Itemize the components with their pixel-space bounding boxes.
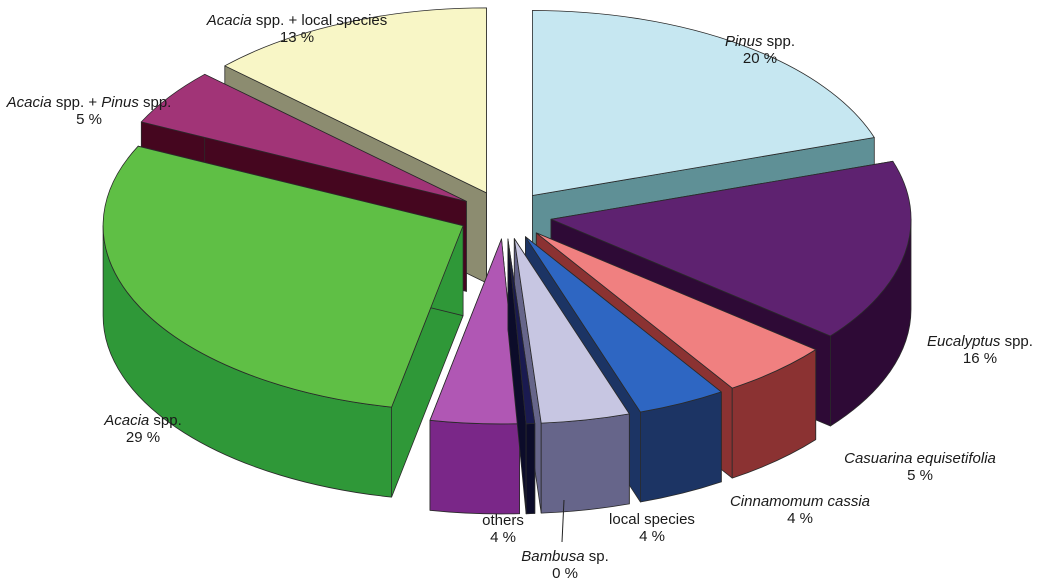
slice-labels: Pinus spp.20 %Eucalyptus spp.16 %Casuari… xyxy=(6,12,1033,582)
slice-label-others: others xyxy=(482,512,524,529)
slice-label-part: Acacia xyxy=(103,412,149,429)
slice-label-part: Casuarina equisetifolia xyxy=(844,450,996,467)
slice-value-pinus: 20 % xyxy=(743,50,777,67)
slice-label-part: others xyxy=(482,512,524,529)
slice-label-part: Acacia xyxy=(206,12,252,29)
slice-top-bambusa xyxy=(507,238,536,425)
slice-label-eucalyptus: Eucalyptus spp. xyxy=(927,333,1033,350)
slice-label-acacia: Acacia spp. xyxy=(103,412,182,429)
slice-acacia xyxy=(102,145,464,498)
slice-label-part: Pinus xyxy=(101,94,139,111)
slice-label-part: spp. xyxy=(139,94,172,111)
slice-label-part: Pinus xyxy=(725,33,763,50)
slice-value-local: 4 % xyxy=(639,528,665,545)
slice-label-part: Acacia xyxy=(6,94,52,111)
slice-label-part: spp. + local species xyxy=(252,12,388,29)
slice-label-part: spp. xyxy=(149,412,182,429)
slice-label-part: spp. xyxy=(763,33,796,50)
slice-label-part: local species xyxy=(609,511,695,528)
slice-label-part: Eucalyptus xyxy=(927,333,1001,350)
slice-value-others: 4 % xyxy=(490,529,516,546)
slice-top-acacia xyxy=(102,145,464,408)
slice-label-part: spp. + xyxy=(52,94,102,111)
slice-top-cinnamomum xyxy=(525,236,722,413)
slice-top-casuarina xyxy=(535,232,817,389)
leader-line-bambusa xyxy=(561,499,565,543)
slice-top-local xyxy=(513,238,630,424)
slice-value-acacia-pinus: 5 % xyxy=(76,111,102,128)
slice-value-acacia-local: 13 % xyxy=(280,29,314,46)
slice-rim-bambusa xyxy=(525,423,536,515)
slice-label-pinus: Pinus spp. xyxy=(725,33,795,50)
slice-label-bambusa: Bambusa sp. xyxy=(521,548,609,565)
slice-top-acacia-local xyxy=(224,7,487,194)
slice-value-casuarina: 5 % xyxy=(907,467,933,484)
slice-rim-others xyxy=(429,419,520,515)
slice-label-part: spp. xyxy=(1000,333,1033,350)
slice-label-cinnamomum: Cinnamomum cassia xyxy=(730,493,870,510)
slice-value-eucalyptus: 16 % xyxy=(963,350,997,367)
slice-value-acacia: 29 % xyxy=(126,429,160,446)
slice-rim-local xyxy=(540,413,630,514)
slice-value-cinnamomum: 4 % xyxy=(787,510,813,527)
slice-label-part: Bambusa xyxy=(521,548,584,565)
slice-label-part: Cinnamomum cassia xyxy=(730,493,870,510)
slice-label-local: local species xyxy=(609,511,695,528)
slice-bambusa xyxy=(507,238,536,515)
slice-top-eucalyptus xyxy=(550,160,912,337)
slice-label-acacia-local: Acacia spp. + local species xyxy=(206,12,388,29)
slice-top-acacia-pinus xyxy=(140,73,467,202)
slice-value-bambusa: 0 % xyxy=(552,565,578,582)
slice-label-acacia-pinus: Acacia spp. + Pinus spp. xyxy=(6,94,172,111)
slice-top-pinus xyxy=(532,10,875,196)
slice-label-casuarina: Casuarina equisetifolia xyxy=(844,450,996,467)
pie-slices xyxy=(102,7,912,515)
slice-label-part: sp. xyxy=(585,548,609,565)
